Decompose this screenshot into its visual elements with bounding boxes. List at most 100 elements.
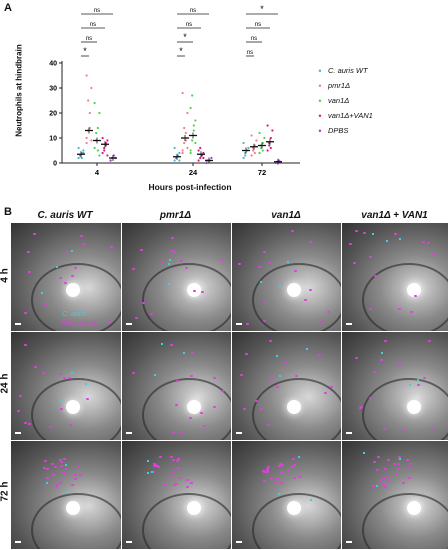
neutrophil-dot bbox=[326, 310, 330, 313]
neutrophil-dot bbox=[278, 462, 282, 465]
neutrophil-dot bbox=[175, 379, 179, 382]
neutrophil-dot bbox=[50, 463, 54, 466]
neutrophil-dot bbox=[52, 473, 56, 476]
data-point bbox=[101, 136, 104, 140]
neutrophil-dot bbox=[275, 385, 279, 388]
cauris-dot bbox=[309, 498, 312, 501]
neutrophil-dot bbox=[323, 391, 327, 394]
scale-bar bbox=[346, 541, 352, 543]
neutrophil-dot bbox=[161, 261, 165, 264]
data-point bbox=[183, 141, 186, 145]
data-point bbox=[189, 106, 192, 110]
neutrophil-dot bbox=[293, 270, 297, 273]
data-point bbox=[266, 149, 269, 152]
neutrophil-dot bbox=[363, 231, 367, 234]
micrograph-tile bbox=[10, 440, 122, 550]
data-point bbox=[90, 86, 93, 90]
neutrophil-dot bbox=[190, 374, 194, 377]
legend-label: DPBS bbox=[328, 126, 349, 135]
cauris-dot bbox=[409, 384, 412, 387]
neutrophil-dot bbox=[297, 476, 301, 479]
micrograph-tile bbox=[121, 440, 232, 550]
neutrophil-dot bbox=[185, 478, 189, 481]
data-point bbox=[98, 154, 101, 157]
neutrophil-dot bbox=[387, 458, 391, 461]
neutrophil-dot bbox=[276, 478, 280, 481]
neutrophil-dot bbox=[409, 311, 413, 314]
data-point bbox=[261, 149, 264, 152]
neutrophil-dot bbox=[292, 458, 296, 460]
cauris-dot bbox=[375, 484, 378, 487]
data-point bbox=[85, 136, 88, 140]
neutrophil-dot bbox=[170, 250, 174, 253]
dot-icon: • bbox=[318, 125, 322, 136]
neutrophil-dot bbox=[290, 465, 294, 468]
neutrophil-dot bbox=[212, 376, 216, 379]
neutrophil-dot bbox=[309, 240, 313, 243]
tissue-contour bbox=[252, 263, 341, 331]
neutrophil-dot bbox=[384, 340, 388, 343]
neutrophil-dot bbox=[349, 242, 353, 245]
neutrophil-dot bbox=[169, 344, 173, 347]
scale-bar bbox=[236, 541, 242, 543]
neutrophil-dot bbox=[59, 373, 63, 376]
neutrophil-dot bbox=[393, 232, 397, 235]
neutrophil-dot bbox=[408, 476, 412, 479]
neutrophil-dot bbox=[240, 374, 244, 377]
neutrophil-dot bbox=[154, 463, 158, 466]
neutrophil-dot bbox=[372, 485, 376, 488]
neutrophil-dot bbox=[152, 463, 156, 466]
data-point bbox=[95, 131, 98, 135]
dot-icon: • bbox=[318, 65, 322, 76]
neutrophil-dot bbox=[262, 250, 266, 253]
scale-bar bbox=[236, 432, 242, 434]
neutrophil-dot bbox=[56, 483, 60, 486]
data-point bbox=[258, 151, 261, 155]
neutrophil-dot bbox=[65, 467, 69, 470]
cauris-dot bbox=[160, 343, 163, 346]
neutrophil-dot bbox=[174, 483, 178, 486]
neutrophil-dot bbox=[266, 470, 270, 473]
neutrophil-dot bbox=[16, 409, 20, 412]
column-title: van1Δ + VAN1 bbox=[361, 210, 428, 221]
neutrophil-dot bbox=[54, 485, 58, 488]
neutrophil-dot bbox=[62, 457, 66, 460]
data-point bbox=[77, 146, 80, 150]
data-point bbox=[194, 141, 197, 145]
x-axis-label: Hours post-infection bbox=[148, 182, 232, 192]
neutrophil-dot bbox=[432, 253, 436, 256]
data-point bbox=[255, 139, 258, 142]
neutrophil-dot bbox=[293, 476, 297, 479]
neutrophil-dot bbox=[383, 427, 387, 430]
data-point bbox=[98, 111, 101, 115]
micrograph-tile bbox=[231, 331, 342, 441]
neutrophil-dot bbox=[405, 458, 409, 461]
data-point bbox=[96, 126, 99, 130]
neutrophil-dot bbox=[23, 421, 27, 424]
data-point bbox=[269, 146, 272, 150]
neutrophil-dot bbox=[179, 432, 183, 435]
data-point bbox=[199, 156, 202, 160]
channel-label-cauris: C. auris bbox=[62, 311, 87, 318]
data-point bbox=[96, 149, 99, 152]
cauris-dot bbox=[362, 452, 365, 455]
neutrophil-dot bbox=[79, 474, 83, 477]
neutrophil-dot bbox=[359, 406, 363, 409]
neutrophil-dot bbox=[73, 267, 77, 270]
significance-label: * bbox=[179, 46, 183, 56]
neutrophil-dot bbox=[262, 479, 266, 482]
neutrophil-dot bbox=[86, 398, 90, 401]
neutrophil-dot bbox=[60, 407, 64, 410]
cauris-dot bbox=[297, 456, 300, 459]
neutrophil-dot bbox=[172, 432, 176, 435]
data-point bbox=[202, 156, 205, 160]
scale-bar bbox=[126, 541, 132, 543]
neutrophil-dot bbox=[212, 406, 216, 409]
tissue-contour bbox=[31, 378, 121, 440]
neutrophil-dot bbox=[59, 460, 63, 463]
scale-bar bbox=[346, 323, 352, 325]
cauris-dot bbox=[386, 239, 389, 242]
data-point bbox=[242, 156, 245, 160]
neutrophil-dot bbox=[58, 458, 62, 461]
neutrophil-dot bbox=[33, 232, 37, 235]
